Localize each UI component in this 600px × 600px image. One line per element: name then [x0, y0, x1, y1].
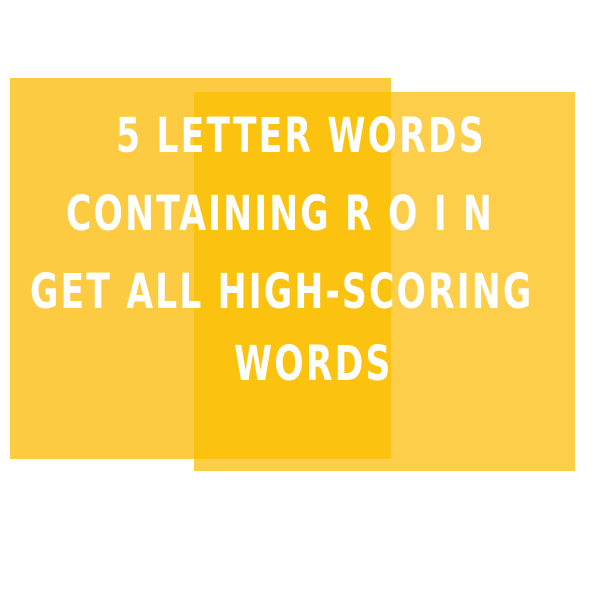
yellow-panel-overlap [194, 92, 391, 459]
